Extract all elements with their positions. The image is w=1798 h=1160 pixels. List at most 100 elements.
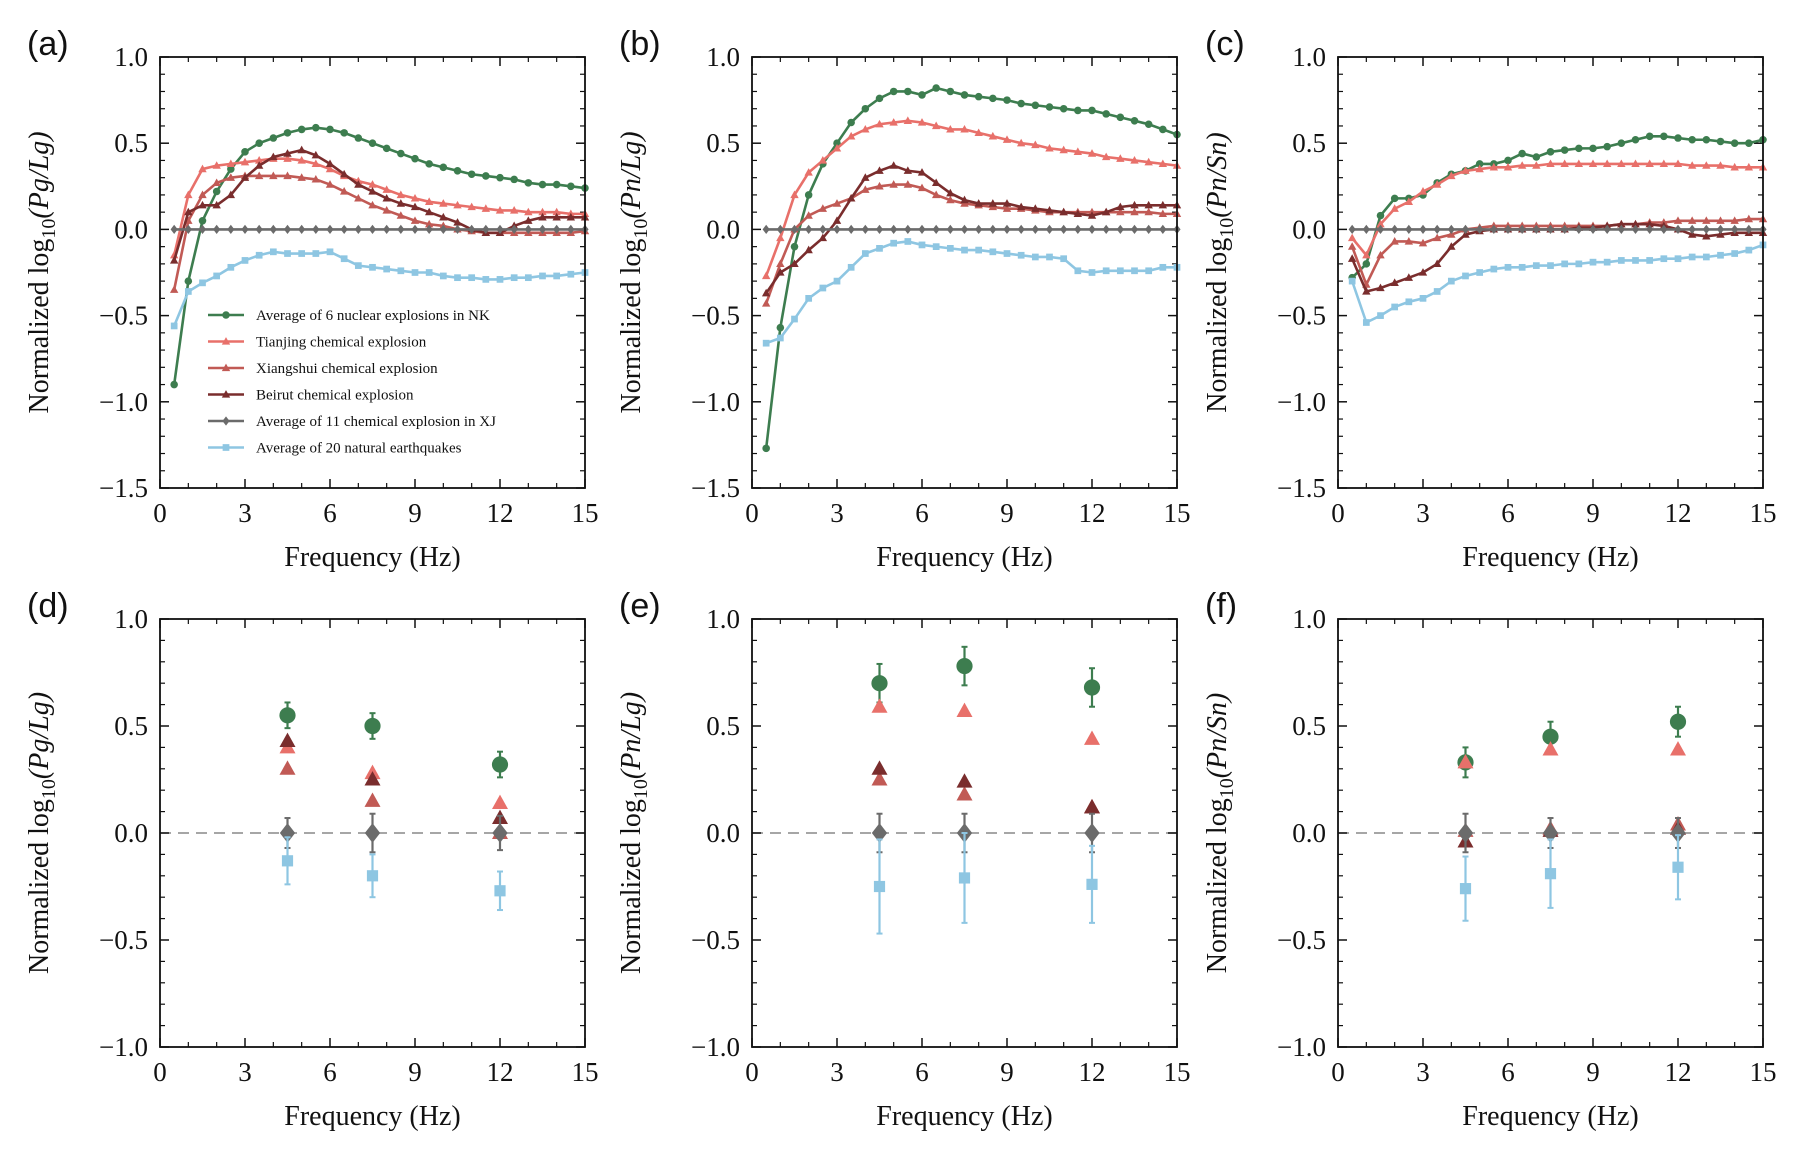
data-point-nuclear: [1645, 132, 1654, 141]
data-point-tianjing: [368, 180, 377, 188]
data-point-nuclear: [1631, 135, 1640, 144]
data-point-tianjing: [903, 116, 913, 124]
data-point-nuclear: [1603, 142, 1611, 151]
data-point-xj: [932, 224, 940, 235]
data-point-xj: [989, 224, 997, 235]
x-tick-label: 9: [1000, 1057, 1014, 1087]
data-point-quake: [1046, 253, 1053, 261]
data-point-tianjing: [212, 161, 221, 169]
data-point-beirut: [903, 166, 913, 174]
x-tick-label: 6: [915, 1057, 929, 1087]
data-point-xj: [975, 224, 983, 235]
y-axis-title: Normalized log10(Pn/Lg): [616, 131, 652, 413]
y-tick-label: −0.5: [99, 301, 148, 331]
legend-label: Beirut chemical explosion: [256, 388, 414, 404]
data-point-nuclear: [1504, 156, 1512, 165]
data-point-quake: [397, 267, 405, 275]
data-point-xj: [1159, 224, 1167, 235]
data-point-xj: [1688, 224, 1696, 235]
data-point-xj: [241, 224, 249, 235]
data-point-nuclear: [491, 756, 509, 773]
data-point-quake: [269, 248, 277, 256]
data-point-xiangshui: [1716, 216, 1725, 224]
data-point-nuclear: [1031, 101, 1040, 110]
data-point-quake: [776, 334, 784, 342]
data-point-quake: [1603, 258, 1611, 266]
data-point-nuclear: [269, 134, 278, 142]
data-point-beirut: [1418, 268, 1428, 276]
data-point-quake: [1102, 267, 1110, 275]
data-point-xj: [1518, 224, 1526, 235]
data-point-xj: [1130, 224, 1139, 235]
data-point-tianjing: [1489, 162, 1499, 171]
panel-label: (d): [27, 587, 69, 625]
data-point-nuclear: [198, 217, 207, 225]
data-point-quake: [496, 276, 504, 283]
y-tick-label: 0.5: [1292, 128, 1326, 158]
series-group: [169, 123, 590, 389]
series-group: [279, 701, 509, 912]
data-point-quake: [439, 272, 447, 280]
x-tick-label: 3: [1416, 1057, 1430, 1087]
plot-frame: [159, 618, 586, 1048]
y-tick-label: 0.0: [706, 214, 740, 244]
data-point-quake: [861, 250, 869, 257]
data-point-tianjing: [804, 168, 813, 176]
data-point-xj: [1116, 224, 1124, 235]
series-group: [1347, 132, 1768, 326]
data-point-nuclear: [1362, 260, 1371, 268]
data-point-quake: [213, 272, 221, 280]
data-point-xj: [1561, 224, 1569, 235]
plot-frame: [1337, 618, 1764, 1048]
x-tick-label: 15: [572, 1057, 599, 1087]
data-point-quake: [1362, 319, 1370, 326]
data-point-xiangshui: [1432, 233, 1442, 242]
data-point-tianjing: [875, 119, 884, 128]
data-point-beirut: [368, 187, 377, 195]
data-point-nuclear: [241, 148, 249, 156]
data-point-xj: [553, 224, 561, 235]
panel-label: (a): [27, 25, 69, 63]
data-point-xj: [960, 224, 969, 235]
data-point-quake: [932, 243, 940, 250]
data-point-xj: [213, 224, 221, 235]
data-point-beirut: [1645, 219, 1654, 228]
data-point-xj: [805, 224, 813, 235]
series-line-tianjing: [764, 119, 1178, 277]
data-point-quake: [1660, 255, 1668, 263]
data-point-tianjing: [790, 190, 799, 199]
x-tick-label: 12: [1079, 498, 1106, 528]
x-axis-title: Frequency (Hz): [284, 542, 460, 573]
data-point-tianjing: [1687, 161, 1697, 169]
data-point-xj: [1376, 224, 1385, 235]
legend-label: Average of 6 nuclear explosions in NK: [256, 308, 490, 324]
data-point-nuclear: [889, 87, 898, 96]
data-point-quake: [1086, 878, 1098, 890]
plot-frame: [159, 56, 586, 489]
data-point-xiangshui: [1418, 238, 1428, 247]
y-tick-label: −0.5: [691, 301, 740, 331]
y-tick-label: 1.0: [114, 42, 148, 72]
data-point-nuclear: [482, 172, 490, 180]
data-point-nuclear: [184, 277, 193, 285]
y-axis-title-ratio: (Pn/Sn): [1202, 132, 1233, 218]
data-point-beirut: [1059, 207, 1068, 216]
data-point-xj: [1348, 224, 1356, 235]
data-point-quake: [383, 265, 391, 273]
data-point-tianjing: [1002, 135, 1012, 143]
data-point-xj: [1419, 224, 1427, 235]
panel-d: (d) 0 3 6 9 12 15 −1.0 −0.5 0.0 0.5 1.0 Frequency (H…: [24, 587, 599, 1132]
data-point-xiangshui: [1730, 216, 1739, 224]
series-line-quake: [765, 240, 1177, 345]
x-tick-label: 15: [1750, 1057, 1777, 1087]
data-point-tianjing: [761, 271, 771, 280]
legend-swatch-marker: [222, 311, 230, 319]
data-point-beirut: [311, 150, 321, 159]
data-point-tianjing: [1084, 730, 1100, 745]
data-point-tianjing: [1031, 140, 1040, 149]
data-point-quake: [1419, 295, 1427, 302]
data-point-beirut: [240, 173, 250, 181]
panel-label: (f): [1205, 587, 1237, 625]
data-point-beirut: [956, 773, 973, 788]
data-point-quake: [762, 339, 770, 347]
